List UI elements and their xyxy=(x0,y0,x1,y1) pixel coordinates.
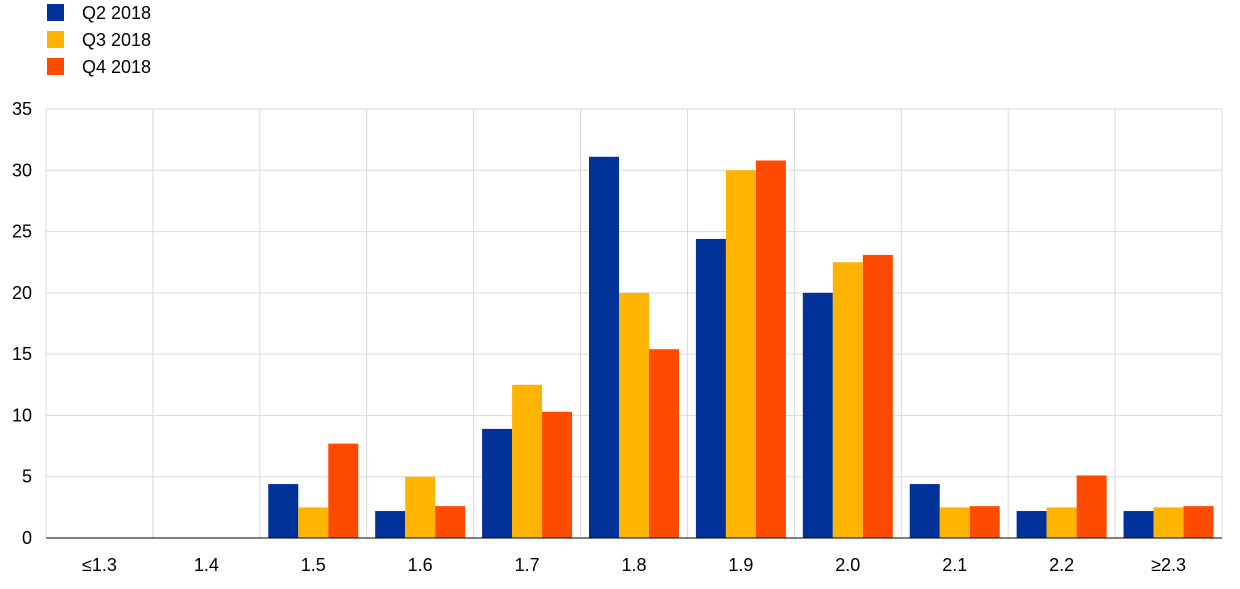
bar-q2-2018 xyxy=(482,428,513,538)
bar-q4-2018 xyxy=(435,506,466,538)
bar-q3-2018 xyxy=(1046,507,1077,538)
legend-label: Q3 2018 xyxy=(82,30,151,50)
bar-q4-2018 xyxy=(542,411,573,538)
y-tick-label: 25 xyxy=(12,222,32,242)
legend-swatch xyxy=(47,31,64,48)
bar-q3-2018 xyxy=(832,262,863,538)
legend-label: Q4 2018 xyxy=(82,57,151,77)
bar-q3-2018 xyxy=(725,170,756,539)
x-tick-label: ≥2.3 xyxy=(1151,555,1186,575)
bar-q4-2018 xyxy=(969,506,1000,538)
bar-q2-2018 xyxy=(1016,511,1047,538)
y-tick-label: 0 xyxy=(22,528,32,548)
bar-q4-2018 xyxy=(862,254,893,539)
y-tick-label: 35 xyxy=(12,99,32,119)
legend-swatch xyxy=(47,58,64,75)
bar-q2-2018 xyxy=(268,484,299,538)
y-tick-label: 20 xyxy=(12,283,32,303)
x-tick-label: 1.7 xyxy=(515,555,540,575)
bar-q4-2018 xyxy=(1183,506,1214,538)
x-tick-label: 1.9 xyxy=(728,555,753,575)
bar-q3-2018 xyxy=(298,507,329,538)
y-tick-label: 15 xyxy=(12,344,32,364)
bar-q4-2018 xyxy=(1076,475,1107,538)
bar-q3-2018 xyxy=(405,476,436,538)
x-tick-label: 1.5 xyxy=(301,555,326,575)
x-tick-label: ≤1.3 xyxy=(82,555,117,575)
bar-q3-2018 xyxy=(619,292,649,538)
legend-swatch xyxy=(47,4,64,21)
bar-q2-2018 xyxy=(909,484,940,538)
bar-q2-2018 xyxy=(695,238,726,538)
bar-q2-2018 xyxy=(589,156,619,538)
x-tick-label: 2.1 xyxy=(942,555,967,575)
bar-q4-2018 xyxy=(649,349,679,538)
legend-label: Q2 2018 xyxy=(82,3,151,23)
bar-q2-2018 xyxy=(802,292,833,538)
tick-labels: 0 5 10 15 20 25 30 35 ≤1.3 1.4 1.5 1.6 1.7 1.8 1.9 2.0 2… xyxy=(12,99,1186,575)
y-tick-label: 10 xyxy=(12,405,32,425)
bar-q4-2018 xyxy=(328,443,359,538)
legend: Q2 2018 Q3 2018 Q4 2018 xyxy=(47,3,151,77)
bar-q3-2018 xyxy=(939,507,970,538)
y-tick-label: 5 xyxy=(22,467,32,487)
bar-q3-2018 xyxy=(1153,507,1184,538)
y-tick-label: 30 xyxy=(12,160,32,180)
bar-q4-2018 xyxy=(755,160,786,539)
x-tick-label: 1.6 xyxy=(408,555,433,575)
bars xyxy=(268,156,1214,539)
x-tick-label: 2.2 xyxy=(1049,555,1074,575)
x-tick-label: 1.4 xyxy=(194,555,219,575)
bar-q2-2018 xyxy=(375,511,406,538)
bar-q3-2018 xyxy=(512,384,543,538)
x-tick-label: 1.8 xyxy=(621,555,646,575)
bar-q2-2018 xyxy=(1123,511,1154,538)
x-tick-label: 2.0 xyxy=(835,555,860,575)
